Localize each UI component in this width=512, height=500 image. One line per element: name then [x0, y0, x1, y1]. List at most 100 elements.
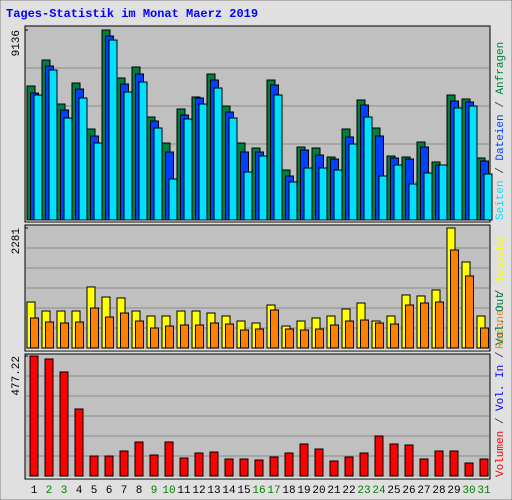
bar [423, 172, 433, 221]
x-tick-label: 5 [91, 485, 98, 497]
bar [299, 443, 309, 477]
bar [74, 408, 84, 477]
bar [359, 452, 369, 477]
bar [285, 328, 294, 349]
x-tick-label: 10 [162, 485, 175, 497]
x-tick-label: 25 [387, 485, 400, 497]
bar [44, 358, 54, 477]
bar [209, 451, 219, 477]
bar [228, 117, 238, 221]
x-tick-label: 1 [31, 485, 38, 497]
bar [404, 444, 414, 477]
bar [138, 81, 148, 221]
bar [183, 118, 193, 221]
x-tick-label: 17 [267, 485, 280, 497]
bar [390, 323, 399, 349]
x-tick-label: 13 [207, 485, 220, 497]
bar [210, 322, 219, 349]
bar [314, 448, 324, 477]
x-tick-label: 26 [402, 485, 415, 497]
bar [225, 323, 234, 349]
bar [45, 321, 54, 349]
bar [449, 450, 459, 477]
y-tick-label: 2281 [11, 228, 23, 255]
bar [393, 164, 403, 221]
bar [165, 325, 174, 349]
bar [378, 175, 388, 221]
bar [419, 458, 429, 477]
bar [168, 178, 178, 221]
x-tick-label: 22 [342, 485, 355, 497]
bar [464, 462, 474, 477]
bar [180, 324, 189, 349]
bar [453, 107, 463, 221]
bar [120, 312, 129, 349]
bar [75, 321, 84, 349]
bar [179, 457, 189, 477]
legend-entry: Anfragen [495, 42, 507, 95]
bar [164, 441, 174, 477]
bar [408, 183, 418, 221]
bar [363, 116, 373, 221]
bar [405, 304, 414, 349]
bar [374, 435, 384, 477]
bar [284, 452, 294, 477]
bar [288, 181, 298, 221]
bar [149, 454, 159, 477]
bar [108, 39, 118, 221]
legend-separator: / [495, 345, 507, 365]
bar [105, 316, 114, 349]
bar [29, 355, 39, 477]
bar [344, 456, 354, 477]
bar [360, 319, 369, 349]
bar [213, 87, 223, 221]
bar [135, 320, 144, 349]
bar [468, 105, 478, 221]
bar [198, 103, 208, 221]
bar [89, 455, 99, 477]
bar [63, 117, 73, 221]
bar [435, 301, 444, 349]
bar [450, 249, 459, 349]
bar [33, 94, 43, 221]
legend-entry: Dateien [495, 114, 507, 160]
bar [30, 317, 39, 349]
x-tick-label: 20 [312, 485, 325, 497]
legend-entry: Vol. Out [495, 292, 507, 345]
legend-separator: / [495, 95, 507, 115]
bar [150, 327, 159, 349]
bar [258, 155, 268, 221]
x-tick-label: 3 [61, 485, 68, 497]
bar [195, 324, 204, 349]
bar [153, 127, 163, 221]
bar [315, 328, 324, 349]
bar [239, 458, 249, 477]
x-tick-label: 21 [327, 485, 341, 497]
x-tick-label: 28 [432, 485, 445, 497]
bar [78, 97, 88, 221]
bar [330, 324, 339, 349]
bar [318, 167, 328, 221]
x-tick-label: 23 [357, 485, 370, 497]
bar [389, 443, 399, 477]
x-tick-label: 29 [447, 485, 460, 497]
legend-separator: / [495, 161, 507, 181]
x-tick-label: 30 [462, 485, 475, 497]
bar [123, 91, 133, 221]
chart-title: Tages-Statistik im Monat Maerz 2019 [6, 7, 258, 21]
bar [303, 167, 313, 221]
bar [329, 460, 339, 477]
bar [273, 94, 283, 221]
legend-entry: Seiten [495, 180, 507, 220]
bar [420, 302, 429, 349]
x-tick-label: 16 [252, 485, 265, 497]
bar [48, 69, 58, 221]
bar [438, 164, 448, 221]
bar [345, 320, 354, 349]
x-tick-label: 14 [222, 485, 236, 497]
legend-entry: Rechner [495, 303, 507, 349]
legend-entry: Volumen [495, 431, 507, 477]
bar [104, 455, 114, 477]
x-tick-label: 27 [417, 485, 430, 497]
